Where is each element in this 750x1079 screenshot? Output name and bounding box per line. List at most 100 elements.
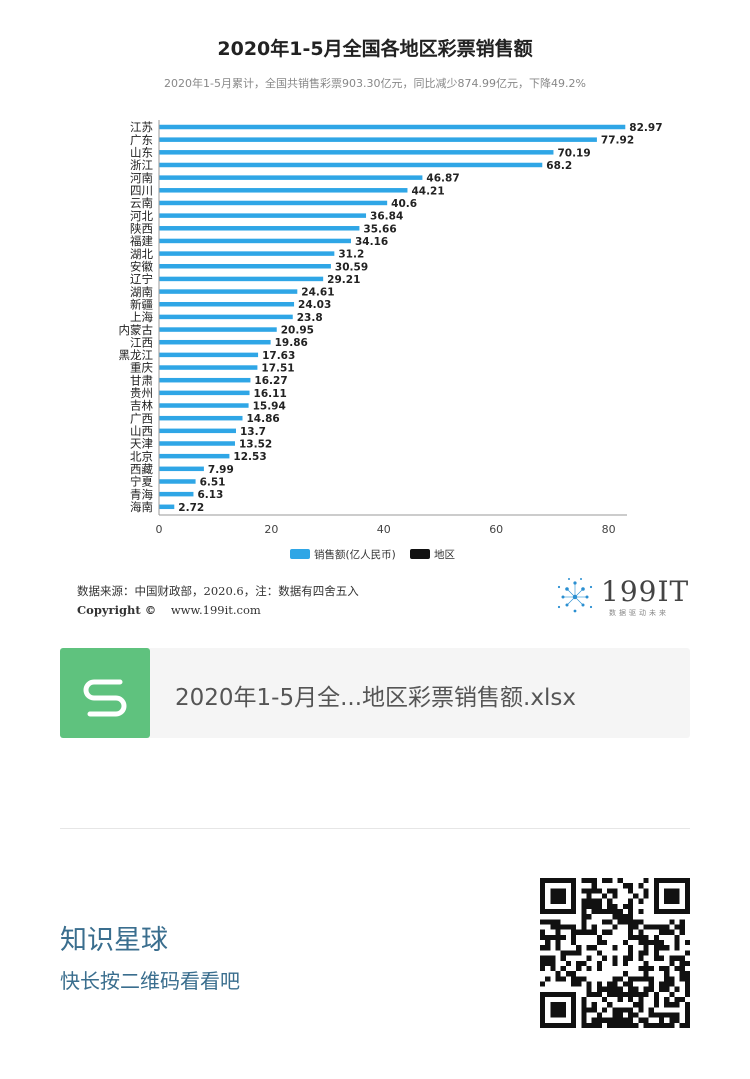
bar xyxy=(159,137,597,142)
category-label: 云南 xyxy=(130,196,153,210)
file-name: 2020年1-5月全...地区彩票销售额.xlsx xyxy=(175,685,576,711)
logo-text: 199IT xyxy=(601,575,690,608)
bar xyxy=(159,162,543,168)
category-label: 西藏 xyxy=(130,462,153,476)
bar xyxy=(159,479,196,484)
bar-value-label: 46.87 xyxy=(426,173,459,185)
category-label: 河南 xyxy=(130,171,153,185)
bar xyxy=(159,150,554,155)
bar-value-label: 12.53 xyxy=(233,451,266,463)
category-label: 河北 xyxy=(130,209,153,223)
category-label: 四川 xyxy=(130,184,153,198)
bar-value-label: 17.63 xyxy=(262,350,295,362)
bar-value-label: 24.61 xyxy=(301,287,334,299)
category-label: 广西 xyxy=(130,411,153,425)
copyright-site: www.199it.com xyxy=(170,603,261,617)
planet-title: 知识星球 xyxy=(60,925,168,956)
bar-value-label: 70.19 xyxy=(557,147,590,159)
category-label: 浙江 xyxy=(130,158,153,172)
bar-value-label: 6.13 xyxy=(197,489,223,501)
legend-swatch xyxy=(410,549,430,559)
category-label: 重庆 xyxy=(130,361,153,375)
bar-value-label: 30.59 xyxy=(335,261,368,273)
dandelion-logo-icon xyxy=(557,578,593,613)
bar-value-label: 24.03 xyxy=(298,299,331,311)
category-label: 福建 xyxy=(130,234,153,248)
bar-value-label: 29.21 xyxy=(327,274,360,286)
copyright-label: Copyright © xyxy=(77,603,157,617)
bar xyxy=(159,124,626,130)
chart-subtitle: 2020年1-5月累计，全国共销售彩票903.30亿元，同比减少874.99亿元… xyxy=(164,77,586,90)
bar xyxy=(159,403,249,408)
category-label: 青海 xyxy=(130,487,153,501)
legend-swatch xyxy=(290,549,310,559)
bar-value-label: 77.92 xyxy=(601,135,634,147)
category-label: 江苏 xyxy=(130,120,153,134)
x-tick-label: 0 xyxy=(156,523,163,536)
spreadsheet-file-icon xyxy=(60,648,150,738)
bar-value-label: 7.99 xyxy=(208,464,234,476)
bar-value-label: 14.86 xyxy=(247,413,280,425)
bar-value-label: 16.27 xyxy=(254,375,287,387)
category-label: 海南 xyxy=(130,500,153,514)
copyright-line: Copyright © www.199it.com xyxy=(77,603,261,617)
category-label: 安徽 xyxy=(130,259,153,273)
x-tick-label: 20 xyxy=(264,523,278,536)
bar-value-label: 68.2 xyxy=(546,160,572,172)
bar xyxy=(159,327,277,332)
category-label: 江西 xyxy=(130,335,153,349)
bar xyxy=(159,441,235,446)
category-label: 山西 xyxy=(130,424,153,438)
file-attachment-card[interactable]: 2020年1-5月全...地区彩票销售额.xlsx xyxy=(60,648,690,738)
bar xyxy=(159,301,295,307)
category-label: 山东 xyxy=(130,146,153,160)
bar-value-label: 17.51 xyxy=(261,363,294,375)
bar-value-label: 6.51 xyxy=(200,476,226,488)
bar-value-label: 13.52 xyxy=(239,439,272,451)
category-label: 贵州 xyxy=(130,386,153,400)
bar xyxy=(159,415,243,421)
legend-label: 地区 xyxy=(434,548,455,561)
bar xyxy=(159,213,367,218)
bar-value-label: 13.7 xyxy=(240,426,266,438)
category-label: 宁夏 xyxy=(130,475,153,489)
category-label: 黑龙江 xyxy=(119,348,154,362)
bar xyxy=(159,188,408,193)
bar-value-label: 2.72 xyxy=(178,502,204,514)
bar xyxy=(159,276,324,282)
bar xyxy=(159,226,360,231)
bar-value-label: 23.8 xyxy=(297,312,323,324)
bar-value-label: 16.11 xyxy=(254,388,287,400)
category-label: 北京 xyxy=(130,449,153,463)
category-label: 陕西 xyxy=(130,221,153,235)
bar xyxy=(159,390,250,396)
bar xyxy=(159,365,258,370)
bar-value-label: 35.66 xyxy=(363,223,396,235)
category-label: 甘肃 xyxy=(130,373,153,387)
brand-logo: 199IT 数据驱动未来 xyxy=(553,575,688,619)
bar xyxy=(159,377,251,383)
bar xyxy=(159,238,351,244)
bar xyxy=(159,466,204,472)
legend-label: 销售额(亿人民币) xyxy=(314,548,396,561)
qr-code[interactable] xyxy=(540,878,690,1028)
bar-value-label: 34.16 xyxy=(355,236,388,248)
bar-value-label: 36.84 xyxy=(370,211,403,223)
category-label: 湖南 xyxy=(130,285,153,299)
bar xyxy=(159,352,259,358)
bar xyxy=(159,339,271,345)
planet-subtitle: 快长按二维码看看吧 xyxy=(60,969,240,993)
bar-value-label: 44.21 xyxy=(411,185,444,197)
bar xyxy=(159,314,293,320)
category-label: 湖北 xyxy=(130,247,153,261)
bar xyxy=(159,264,331,269)
bar-value-label: 31.2 xyxy=(338,249,364,261)
bar xyxy=(159,200,388,206)
category-label: 广东 xyxy=(130,133,153,147)
category-label: 天津 xyxy=(130,437,153,451)
category-label: 辽宁 xyxy=(130,272,153,286)
chart-title: 2020年1-5月全国各地区彩票销售额 xyxy=(217,38,533,60)
bar-chart: 江苏 82.97 广东 77.92 山东 70.19 浙江 68.2 河南 46.87 四川 44.2… xyxy=(119,120,663,561)
category-label: 上海 xyxy=(130,310,153,324)
bar-value-label: 20.95 xyxy=(281,325,314,337)
